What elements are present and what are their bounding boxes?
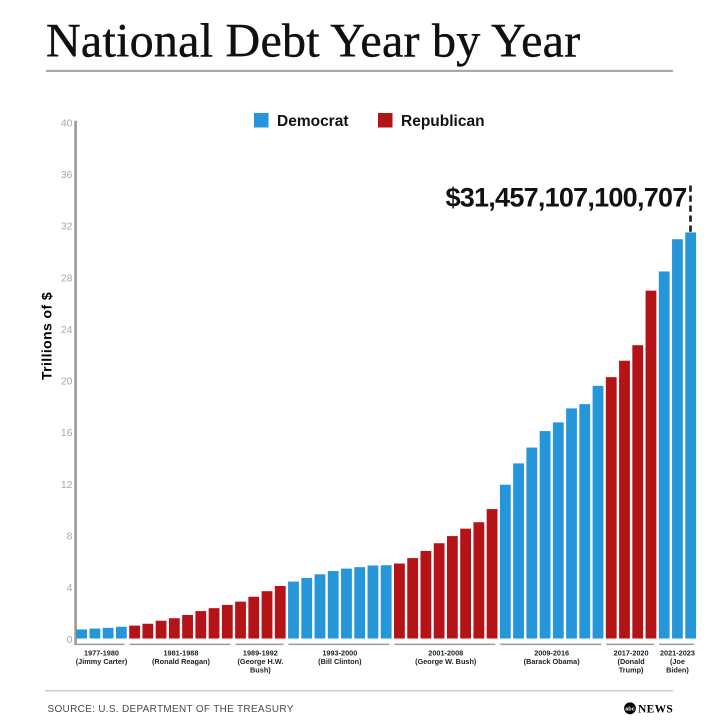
svg-text:16: 16	[61, 427, 73, 439]
svg-text:0: 0	[67, 634, 73, 646]
svg-text:2021-2023: 2021-2023	[660, 648, 695, 657]
svg-text:Republican: Republican	[401, 113, 485, 130]
svg-text:(Joe: (Joe	[670, 657, 685, 666]
svg-text:Bush): Bush)	[250, 666, 271, 675]
svg-text:(Jimmy Carter): (Jimmy Carter)	[76, 657, 128, 666]
svg-text:28: 28	[61, 272, 73, 284]
svg-text:(George H.W.: (George H.W.	[237, 657, 283, 666]
svg-text:(Bill Clinton): (Bill Clinton)	[318, 657, 362, 666]
svg-text:40: 40	[61, 117, 73, 129]
svg-text:2017-2020: 2017-2020	[614, 648, 649, 657]
svg-text:1989-1992: 1989-1992	[243, 648, 278, 657]
svg-text:abc: abc	[625, 706, 635, 712]
svg-text:8: 8	[67, 531, 73, 543]
svg-text:1977-1980: 1977-1980	[84, 648, 119, 657]
svg-text:24: 24	[61, 324, 73, 336]
svg-text:(Barack Obama): (Barack Obama)	[524, 657, 581, 666]
svg-text:NEWS: NEWS	[638, 703, 673, 715]
svg-text:Biden): Biden)	[666, 666, 689, 675]
svg-text:Trump): Trump)	[619, 666, 644, 675]
svg-text:20: 20	[61, 376, 73, 388]
svg-text:1981-1988: 1981-1988	[163, 648, 198, 657]
svg-text:(George W. Bush): (George W. Bush)	[415, 657, 477, 666]
svg-text:(Ronald Reagan): (Ronald Reagan)	[152, 657, 211, 666]
svg-text:2009-2016: 2009-2016	[534, 648, 569, 657]
svg-text:12: 12	[61, 479, 73, 491]
svg-text:1993-2000: 1993-2000	[322, 648, 357, 657]
svg-text:SOURCE: U.S. DEPARTMENT OF THE: SOURCE: U.S. DEPARTMENT OF THE TREASURY	[48, 704, 294, 715]
svg-text:$31,457,107,100,707: $31,457,107,100,707	[446, 183, 687, 213]
svg-text:(Donald: (Donald	[618, 657, 645, 666]
svg-text:4: 4	[67, 582, 73, 594]
svg-text:Trillions of $: Trillions of $	[39, 292, 55, 380]
svg-text:32: 32	[61, 221, 73, 233]
svg-text:National Debt Year by Year: National Debt Year by Year	[46, 15, 580, 68]
svg-text:Democrat: Democrat	[277, 113, 349, 130]
svg-text:2001-2008: 2001-2008	[428, 648, 463, 657]
svg-text:36: 36	[61, 169, 73, 181]
